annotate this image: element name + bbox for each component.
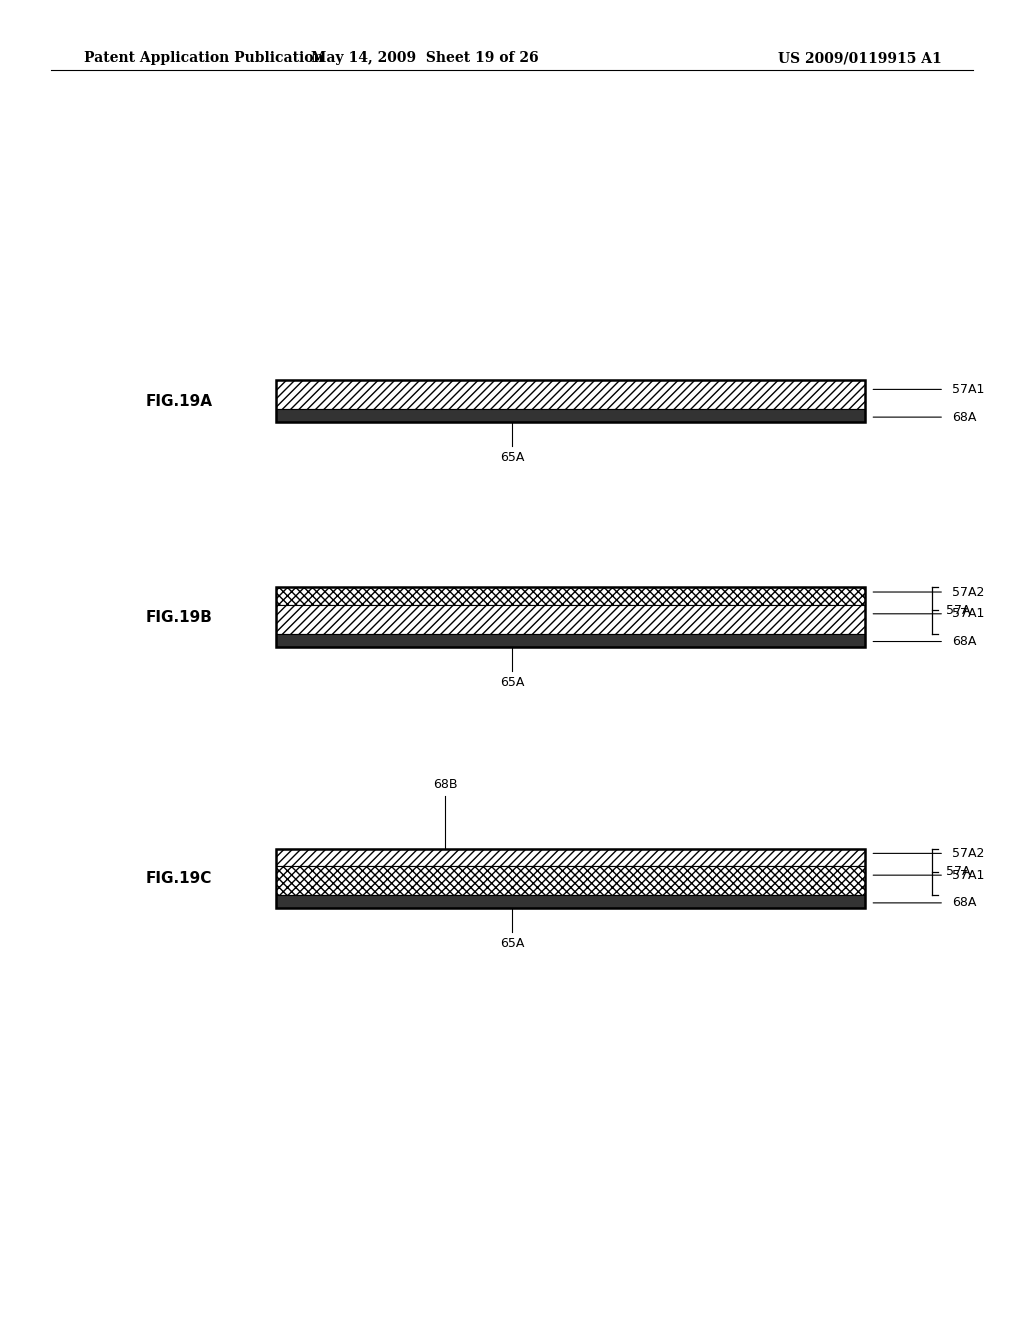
Text: 57A: 57A bbox=[946, 866, 971, 878]
Text: Patent Application Publication: Patent Application Publication bbox=[84, 51, 324, 65]
Bar bbox=[276, 587, 865, 647]
Text: FIG.19B: FIG.19B bbox=[145, 610, 213, 624]
Text: 65A: 65A bbox=[500, 451, 524, 465]
Text: FIG.19C: FIG.19C bbox=[146, 871, 212, 886]
Text: 68A: 68A bbox=[952, 896, 977, 909]
Text: 65A: 65A bbox=[500, 937, 524, 950]
Text: 57A: 57A bbox=[946, 605, 971, 616]
Text: 68A: 68A bbox=[952, 635, 977, 648]
Text: 57A2: 57A2 bbox=[952, 847, 985, 859]
Bar bbox=[276, 866, 865, 895]
Bar bbox=[276, 849, 865, 908]
Text: 65A: 65A bbox=[500, 676, 524, 689]
Bar bbox=[276, 380, 865, 422]
Bar bbox=[276, 634, 865, 647]
Text: FIG.19A: FIG.19A bbox=[145, 393, 213, 409]
Text: 68B: 68B bbox=[433, 777, 458, 791]
Text: US 2009/0119915 A1: US 2009/0119915 A1 bbox=[778, 51, 942, 65]
Text: 68A: 68A bbox=[952, 411, 977, 424]
Bar bbox=[276, 605, 865, 634]
Text: 57A2: 57A2 bbox=[952, 586, 985, 598]
Text: 57A1: 57A1 bbox=[952, 869, 985, 882]
Text: May 14, 2009  Sheet 19 of 26: May 14, 2009 Sheet 19 of 26 bbox=[311, 51, 539, 65]
Text: 57A1: 57A1 bbox=[952, 607, 985, 620]
Bar bbox=[276, 895, 865, 908]
Bar bbox=[276, 849, 865, 866]
Bar bbox=[276, 380, 865, 409]
Text: 57A1: 57A1 bbox=[952, 383, 985, 396]
Bar bbox=[276, 587, 865, 605]
Bar bbox=[276, 409, 865, 422]
